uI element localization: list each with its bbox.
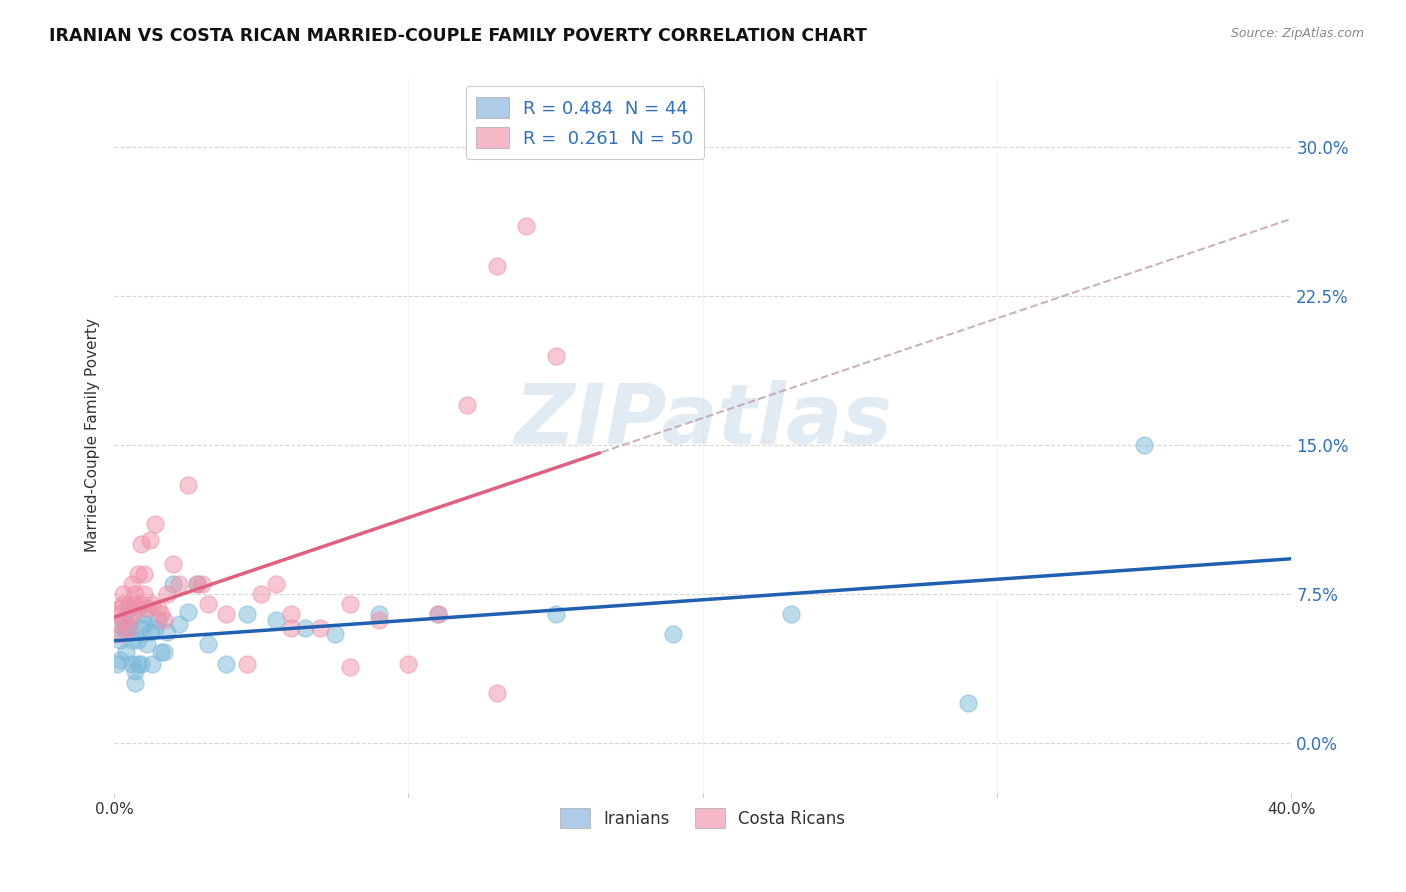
Point — [118, 597, 141, 611]
Point — [108, 600, 131, 615]
Point — [186, 577, 208, 591]
Point — [105, 657, 128, 671]
Point — [105, 616, 128, 631]
Y-axis label: Married-Couple Family Poverty: Married-Couple Family Poverty — [86, 318, 100, 552]
Point — [197, 597, 219, 611]
Point — [426, 607, 449, 621]
Point — [121, 632, 143, 647]
Text: ZIPatlas: ZIPatlas — [513, 380, 891, 461]
Point — [368, 607, 391, 621]
Point — [309, 621, 332, 635]
Point — [153, 613, 176, 627]
Point — [132, 587, 155, 601]
Point — [398, 657, 420, 671]
Point — [145, 517, 167, 532]
Point — [115, 644, 138, 658]
Point — [956, 696, 979, 710]
Point — [115, 621, 138, 635]
Point — [167, 577, 190, 591]
Point — [111, 597, 134, 611]
Point — [145, 621, 167, 635]
Point — [264, 577, 287, 591]
Point — [141, 597, 163, 611]
Point — [485, 686, 508, 700]
Point — [127, 632, 149, 647]
Point — [124, 676, 146, 690]
Point — [1133, 438, 1156, 452]
Point — [177, 477, 200, 491]
Point — [132, 567, 155, 582]
Point — [148, 613, 170, 627]
Point — [111, 587, 134, 601]
Point — [105, 607, 128, 621]
Point — [129, 657, 152, 671]
Point — [135, 600, 157, 615]
Point — [156, 587, 179, 601]
Point — [121, 607, 143, 621]
Point — [150, 644, 173, 658]
Point — [118, 600, 141, 615]
Point — [135, 637, 157, 651]
Point — [162, 577, 184, 591]
Point — [156, 624, 179, 639]
Point — [544, 349, 567, 363]
Point — [191, 577, 214, 591]
Point — [108, 626, 131, 640]
Point — [215, 657, 238, 671]
Point — [111, 613, 134, 627]
Point — [323, 626, 346, 640]
Point — [127, 567, 149, 582]
Point — [339, 597, 361, 611]
Point — [121, 657, 143, 671]
Point — [515, 219, 537, 234]
Point — [235, 607, 257, 621]
Point — [124, 587, 146, 601]
Point — [162, 557, 184, 571]
Point — [127, 657, 149, 671]
Point — [177, 605, 200, 619]
Point — [339, 660, 361, 674]
Point — [138, 624, 160, 639]
Point — [148, 600, 170, 615]
Point — [150, 607, 173, 621]
Point — [108, 652, 131, 666]
Point — [108, 632, 131, 647]
Point — [118, 621, 141, 635]
Point — [132, 607, 155, 621]
Point — [264, 613, 287, 627]
Point — [456, 398, 478, 412]
Point — [426, 607, 449, 621]
Point — [141, 657, 163, 671]
Point — [235, 657, 257, 671]
Point — [132, 616, 155, 631]
Point — [111, 621, 134, 635]
Point — [129, 621, 152, 635]
Point — [485, 259, 508, 273]
Point — [129, 597, 152, 611]
Point — [280, 621, 302, 635]
Point — [129, 537, 152, 551]
Point — [662, 626, 685, 640]
Point — [118, 616, 141, 631]
Point — [544, 607, 567, 621]
Point — [127, 600, 149, 615]
Point — [250, 587, 273, 601]
Point — [124, 665, 146, 679]
Legend: Iranians, Costa Ricans: Iranians, Costa Ricans — [554, 802, 852, 834]
Text: IRANIAN VS COSTA RICAN MARRIED-COUPLE FAMILY POVERTY CORRELATION CHART: IRANIAN VS COSTA RICAN MARRIED-COUPLE FA… — [49, 27, 868, 45]
Point — [124, 597, 146, 611]
Point — [280, 607, 302, 621]
Point — [368, 613, 391, 627]
Point — [197, 637, 219, 651]
Point — [115, 613, 138, 627]
Point — [294, 621, 316, 635]
Point — [780, 607, 803, 621]
Point — [186, 577, 208, 591]
Point — [215, 607, 238, 621]
Text: Source: ZipAtlas.com: Source: ZipAtlas.com — [1230, 27, 1364, 40]
Point — [153, 644, 176, 658]
Point — [138, 533, 160, 548]
Point — [167, 616, 190, 631]
Point — [121, 577, 143, 591]
